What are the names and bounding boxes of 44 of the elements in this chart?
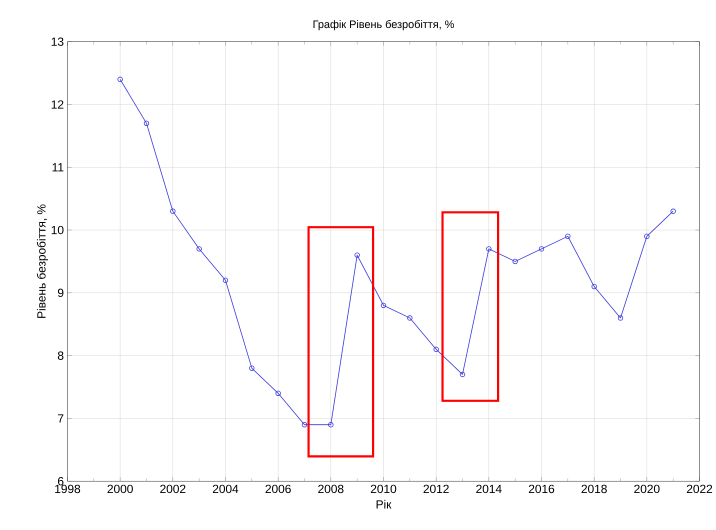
x-tick-label: 2020 (634, 484, 660, 494)
point (144, 120, 150, 126)
y-tick-label: 10 (52, 226, 64, 234)
point (618, 315, 624, 321)
point (380, 302, 386, 308)
point (591, 284, 597, 290)
point (644, 234, 650, 240)
y-tick-label: 9 (58, 288, 64, 298)
point (275, 390, 281, 396)
x-tick-label: 2018 (582, 484, 607, 494)
x-tick-label: 2014 (476, 484, 502, 494)
point (170, 208, 176, 214)
point (512, 258, 518, 264)
y-tick-label: 12 (52, 100, 64, 109)
x-tick-label: 2010 (370, 484, 396, 494)
point (196, 246, 202, 252)
y-tick-label: 6 (58, 477, 64, 486)
point (407, 315, 413, 321)
x-tick-label: 2004 (212, 484, 238, 494)
x-tick-label: 2000 (108, 484, 133, 494)
point (249, 366, 254, 371)
x-axis-title: Рік (376, 500, 392, 509)
point (486, 246, 492, 252)
point (460, 372, 466, 378)
point (538, 246, 544, 252)
x-tick-label: 2002 (160, 484, 186, 494)
point (354, 252, 360, 258)
y-tick-label: 11 (52, 163, 64, 172)
point (565, 234, 571, 240)
y-axis-title: Рівень безробіття, % (36, 204, 48, 318)
x-tick-label: 2016 (528, 484, 554, 494)
x-tick-label: 2008 (318, 484, 344, 494)
chart-title: Графік Рівень безробіття, % (314, 20, 454, 30)
y-tick-label: 13 (52, 38, 64, 46)
point (433, 346, 439, 352)
x-tick-label: 2012 (424, 484, 449, 494)
point (302, 422, 308, 428)
point (222, 278, 228, 284)
x-tick-label: 2022 (686, 484, 712, 494)
point (328, 422, 334, 428)
x-tick-label: 2006 (266, 484, 291, 494)
y-tick-label: 7 (58, 414, 64, 423)
x-tick-label: 1998 (55, 484, 80, 494)
y-tick-label: 8 (58, 352, 64, 360)
